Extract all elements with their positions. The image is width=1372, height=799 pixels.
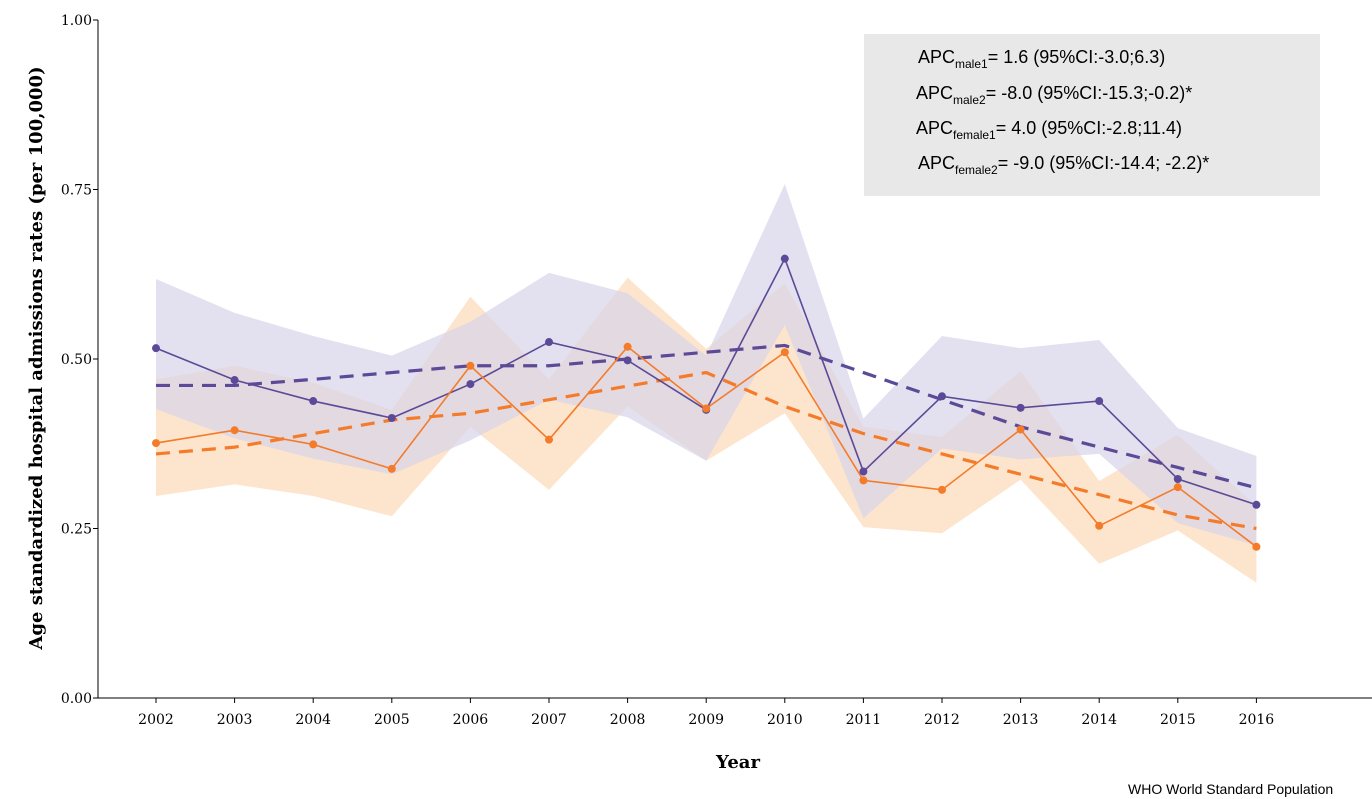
female-point-2016 [1252,542,1261,551]
x-tick-label-2004: 2004 [295,712,331,728]
male-point-2006 [466,380,475,389]
x-axis-title: Year [715,752,760,773]
female-point-2013 [1016,425,1025,434]
x-tick-label-2002: 2002 [138,712,174,728]
x-tick-label-2007: 2007 [531,712,567,728]
x-tick-label-2010: 2010 [767,712,803,728]
y-tick-label-4: 1.00 [61,13,92,29]
male-point-2016 [1252,500,1261,509]
female-point-2009 [702,404,711,413]
x-tick-label-2012: 2012 [924,712,960,728]
trend-lines [155,343,1257,531]
male-point-2005 [387,413,396,422]
series-points [152,254,1261,551]
female-point-2004 [309,440,318,449]
x-tick-label-2009: 2009 [688,712,724,728]
female-point-2014 [1095,521,1104,530]
x-tick-label-2006: 2006 [453,712,489,728]
male-point-2004 [309,397,318,406]
female-point-2012 [938,485,946,494]
male-point-2014 [1095,397,1104,406]
x-tick-label-2008: 2008 [610,712,646,728]
y-tick-label-3: 0.75 [61,183,92,199]
male-point-2013 [1016,403,1025,412]
female-point-2003 [230,426,239,435]
male-point-2007 [545,338,553,347]
female-point-2007 [545,435,553,444]
x-tick-label-2015: 2015 [1160,712,1196,728]
male-point-2011 [859,467,868,476]
axes: 0.00 0.25 0.50 0.75 1.00 2002 2003 2004 2005 2006… [61,13,1372,728]
female-point-2015 [1173,483,1182,492]
male-point-2002 [152,344,160,353]
apc-box-background [864,34,1320,196]
female-point-2002 [152,439,160,448]
female-point-2008 [623,342,632,351]
apc-male2: APCmale2= -8.0 (95%CI:-15.3;-0.2)* [916,83,1192,107]
apc-male1: APCmale1= 1.6 (95%CI:-3.0;6.3) [918,47,1165,71]
y-tick-label-2: 0.50 [61,352,92,368]
x-tick-label-2005: 2005 [374,712,410,728]
y-tick-label-1: 0.25 [61,522,92,538]
male-point-2012 [938,392,946,401]
confidence-bands [156,184,1257,583]
female-trend-line [155,370,1257,531]
y-axis-title: Age standardized hospital admissions rat… [26,66,47,650]
male-point-2010 [780,254,789,263]
male-point-2008 [623,356,632,365]
female-point-2010 [780,348,789,357]
apc-female2: APCfemale2= -9.0 (95%CI:-14.4; -2.2)* [918,153,1209,177]
x-tick-label-2003: 2003 [217,712,253,728]
female-point-2006 [466,361,475,370]
x-tick-label-2011: 2011 [846,712,882,728]
male-point-2003 [230,376,239,385]
female-point-2005 [387,464,396,473]
female-point-2011 [859,476,868,485]
male-confidence-band [156,184,1257,546]
population-caption: WHO World Standard Population [1128,781,1333,797]
apc-box: APCmale1= 1.6 (95%CI:-3.0;6.3) APCmale2=… [864,34,1320,196]
y-tick-label-0: 0.00 [61,691,92,707]
male-point-2015 [1173,475,1182,484]
x-tick-label-2014: 2014 [1081,712,1117,728]
x-tick-label-2013: 2013 [1003,712,1039,728]
apc-female1: APCfemale1= 4.0 (95%CI:-2.8;11.4) [916,118,1182,142]
x-tick-label-2016: 2016 [1239,712,1275,728]
